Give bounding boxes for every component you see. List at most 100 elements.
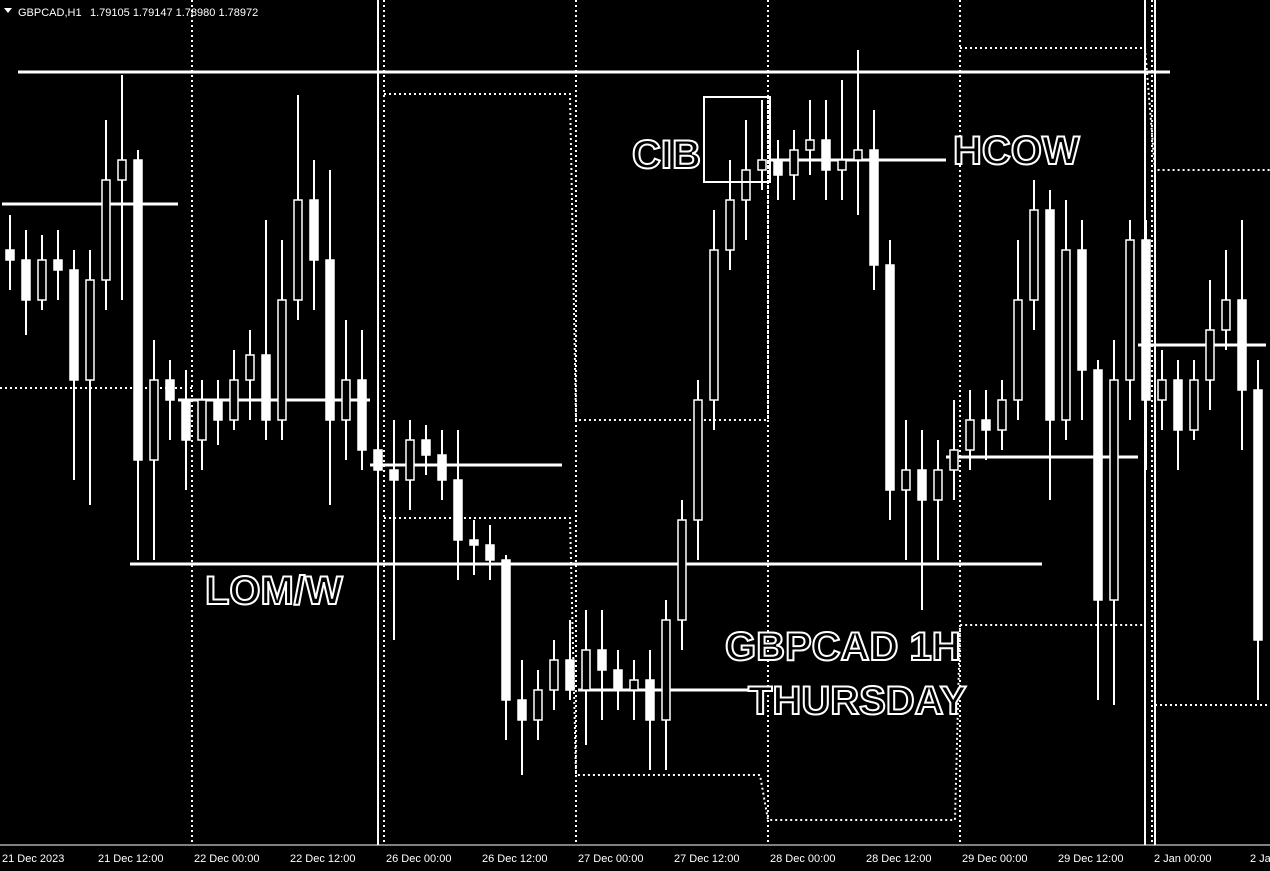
candle-body [565,659,575,691]
candle-body [437,454,447,481]
candle-body [581,649,591,691]
annotation: GBPCAD 1H [725,625,961,669]
cib-box [703,96,771,183]
candle-body [357,379,367,451]
annotation: LOM/W [205,569,343,613]
candle-body [1173,379,1183,431]
candle-body [805,139,815,151]
candle-body [901,469,911,491]
candle-body [1189,379,1199,431]
candle-body [469,539,479,546]
candle-body [53,259,63,271]
candle-body [693,399,703,521]
candle-body [597,649,607,671]
candle-body [1125,239,1135,381]
annotation: HCOW [953,129,1080,173]
range-box [960,47,1270,171]
candle-body [661,619,671,721]
candle-body [757,159,767,171]
candle-body [853,149,863,161]
x-tick-label: 28 Dec 00:00 [770,853,835,865]
candle-body [1077,249,1087,371]
candle-body [981,419,991,431]
candle-body [21,259,31,301]
candle-body [501,559,511,701]
annotation: CIB [632,133,701,177]
candle-body [1221,299,1231,331]
candle-body [213,399,223,421]
candle-body [261,354,271,421]
x-tick-label: 22 Dec 12:00 [290,853,355,865]
candle-body [997,399,1007,431]
candle-body [741,169,751,201]
candle-body [245,354,255,381]
candle-body [1029,209,1039,301]
candle-body [293,199,303,301]
x-tick-label: 29 Dec 00:00 [962,853,1027,865]
candle-body [533,689,543,721]
candle-body [917,469,927,501]
candle-body [1045,209,1055,421]
candle-body [5,249,15,261]
candle-body [325,259,335,421]
candle-body [869,149,879,266]
candle-body [949,449,959,471]
x-tick-label: 21 Dec 12:00 [98,853,163,865]
x-tick-label: 26 Dec 12:00 [482,853,547,865]
candle-body [389,469,399,481]
x-tick-label: 22 Dec 00:00 [194,853,259,865]
candle-body [709,249,719,401]
annotation: THURSDAY [748,679,967,723]
plot [2,50,1266,775]
x-tick-label: 2 Jan 00:00 [1154,853,1212,865]
x-tick-label: 26 Dec 00:00 [386,853,451,865]
candle-body [677,519,687,621]
candle-body [645,679,655,721]
candle-body [101,179,111,281]
candle-body [373,449,383,471]
x-tick-label: 27 Dec 12:00 [674,853,739,865]
candle-body [837,159,847,171]
candle-body [933,469,943,501]
candle-body [133,159,143,461]
candle-body [181,399,191,441]
candle-body [517,699,527,721]
candle-body [85,279,95,381]
candle-body [789,149,799,176]
candle-body [1253,389,1263,641]
candle-body [229,379,239,421]
candle-body [613,669,623,691]
x-tick-label: 27 Dec 00:00 [578,853,643,865]
x-tick-label: 2 Jan [1250,853,1270,865]
candle-body [1013,299,1023,401]
candle-body [1157,379,1167,401]
quote: 1.79105 1.79147 1.78980 1.78972 [90,7,258,19]
candle-body [1093,369,1103,601]
candle-body [421,439,431,456]
candle-body [277,299,287,421]
x-tick-label: 28 Dec 12:00 [866,853,931,865]
candle-body [885,264,895,491]
candle-body [725,199,735,251]
candle-body [149,379,159,461]
candle-body [341,379,351,421]
x-tick-label: 21 Dec 2023 [2,853,64,865]
candle-body [165,379,175,401]
candle-body [1205,329,1215,381]
candle-body [1061,249,1071,421]
candle-body [485,544,495,561]
candle-body [1109,379,1119,601]
x-tick-label: 29 Dec 12:00 [1058,853,1123,865]
candle-body [453,479,463,541]
candle-body [405,439,415,481]
candle-body [309,199,319,261]
candle-body [37,259,47,301]
candle-body [197,399,207,441]
menu-arrow[interactable] [4,8,12,13]
candle-body [821,139,831,171]
candle-body [549,659,559,691]
candle-body [629,679,639,691]
candle-body [965,419,975,451]
